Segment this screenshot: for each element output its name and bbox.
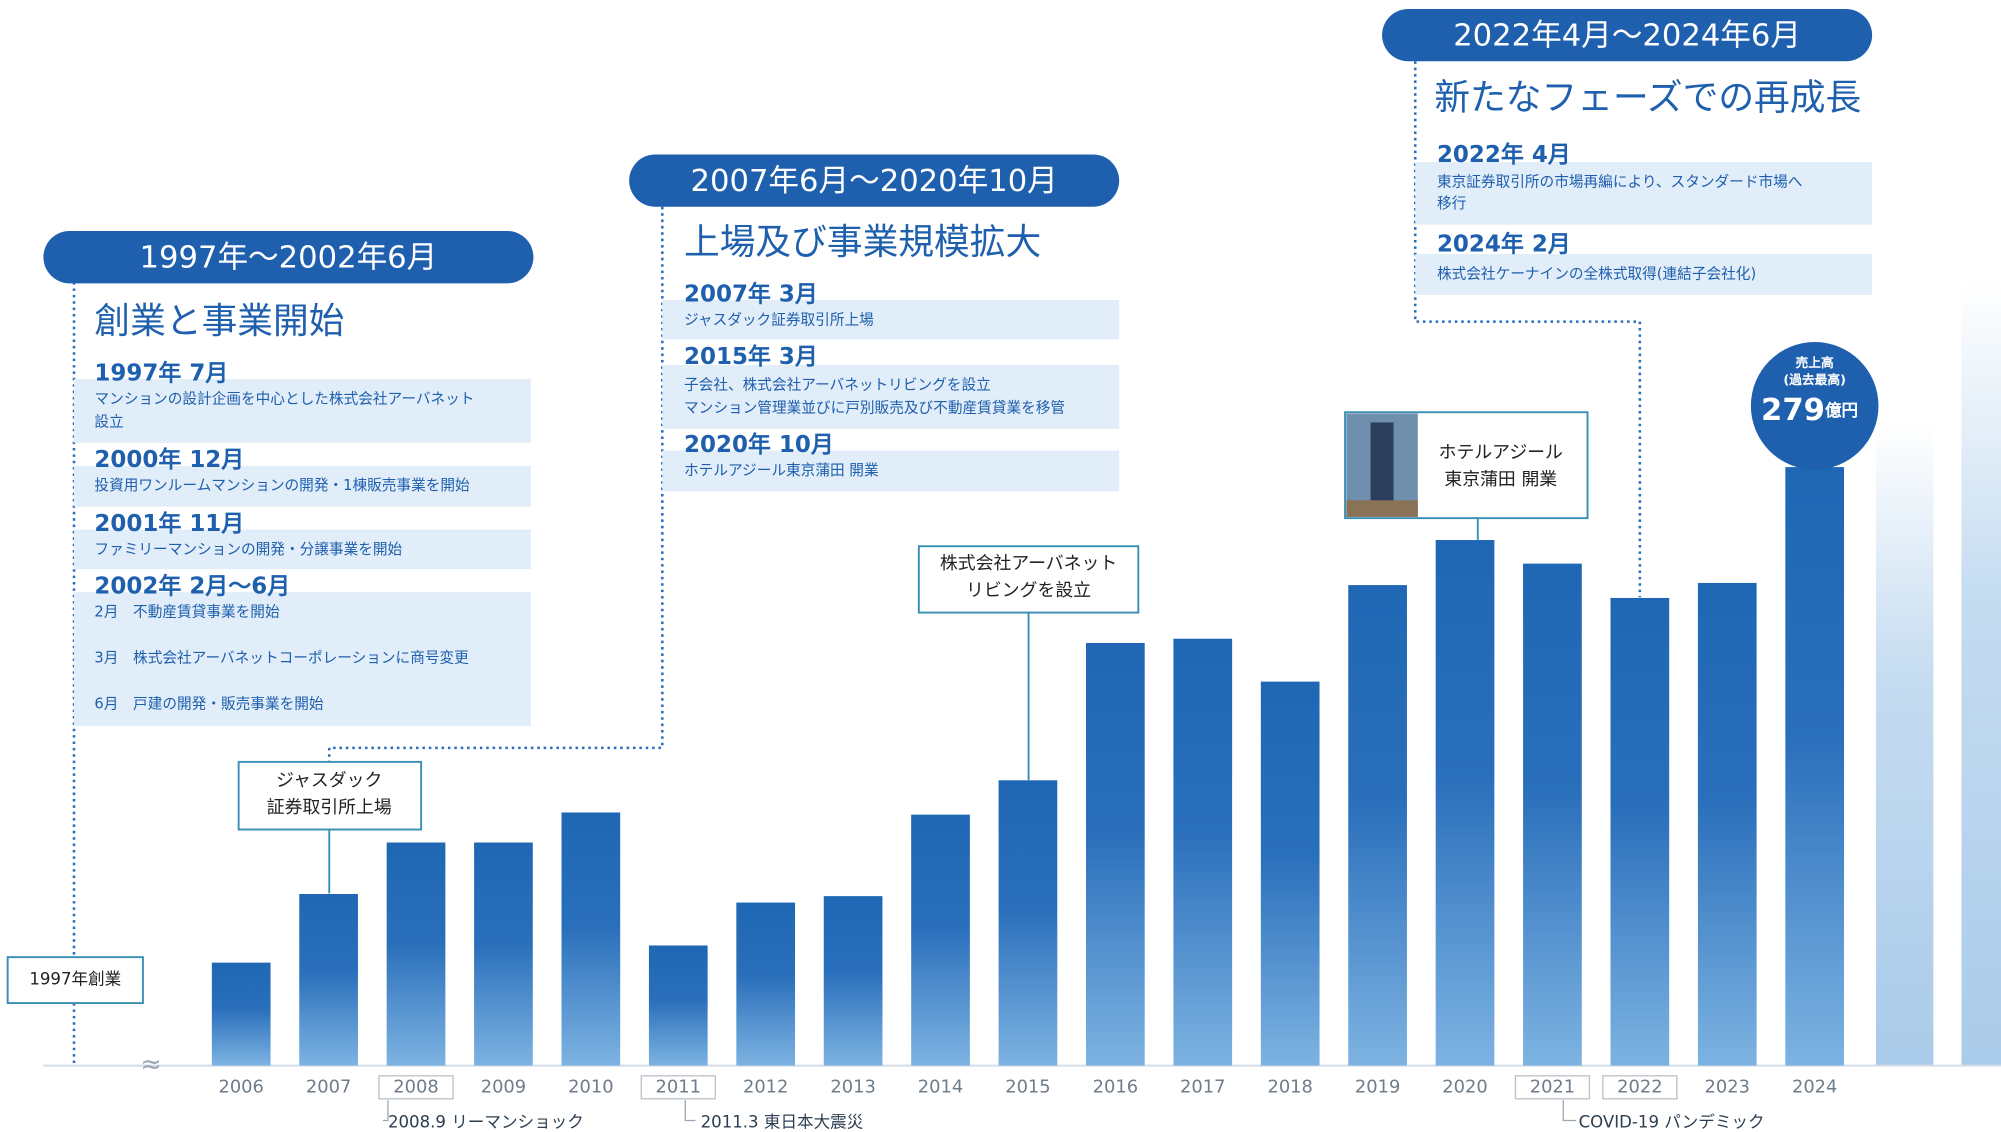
- x-tick-label: 2019: [1355, 1076, 1400, 1097]
- x-tick-label: 2016: [1093, 1076, 1138, 1097]
- bar: [911, 815, 970, 1066]
- bar: [1173, 639, 1232, 1066]
- event-text: ファミリーマンションの開発・分譲事業を開始: [94, 541, 402, 558]
- event-box: [662, 365, 1119, 429]
- x-tick-label: 2013: [830, 1076, 875, 1097]
- event-date: 2015年 3月: [684, 343, 818, 370]
- bar: [736, 903, 795, 1066]
- x-tick-label: 2018: [1267, 1076, 1312, 1097]
- x-tick-label: 2010: [568, 1076, 613, 1097]
- record-title: 売上高: [1796, 355, 1834, 371]
- phase-heading: 創業と事業開始: [94, 301, 344, 342]
- x-tick-label: 2020: [1442, 1076, 1487, 1097]
- bar: [299, 894, 358, 1066]
- decor-bar: [1876, 421, 1933, 1065]
- x-tick-label: 2023: [1705, 1076, 1750, 1097]
- callout-text: ホテルアジール: [1439, 442, 1563, 463]
- page: ≈ 2006 2007 2008 2009 2010 2011 2012 2013 2014 20…: [0, 0, 2001, 1132]
- bar: [1610, 598, 1669, 1066]
- event-box: [1415, 162, 1872, 225]
- x-tick-label: 2022: [1617, 1076, 1662, 1097]
- bar: [999, 780, 1058, 1065]
- bar: [1348, 585, 1407, 1066]
- x-tick-label: 2015: [1005, 1076, 1050, 1097]
- decor-bar: [1961, 281, 2001, 1066]
- x-tick-label: 2021: [1530, 1076, 1575, 1097]
- event-text: 2月 不動産賃貸事業を開始: [94, 604, 280, 621]
- phase-heading: 上場及び事業規模拡大: [684, 222, 1041, 263]
- event-text: 3月 株式会社アーバネットコーポレーションに商号変更: [94, 650, 469, 667]
- event-date: 2022年 4月: [1437, 141, 1571, 168]
- event-date: 2024年 2月: [1437, 231, 1571, 258]
- bar: [1261, 682, 1320, 1066]
- bar: [1785, 467, 1844, 1066]
- x-tick-label: 2014: [918, 1076, 963, 1097]
- callout-text: 東京蒲田 開業: [1444, 469, 1557, 490]
- event-text: 東京証券取引所の市場再編により、スタンダード市場へ: [1437, 174, 1803, 191]
- event-text: 子会社、株式会社アーバネットリビングを設立: [684, 376, 991, 393]
- callout-text: 証券取引所上場: [267, 797, 392, 818]
- period: 2022年4月〜2024年6月: [1453, 19, 1801, 54]
- event-date: 2002年 2月〜6月: [94, 573, 290, 600]
- period: 1997年〜2002年6月: [140, 241, 438, 276]
- bar: [649, 945, 708, 1065]
- x-tick-label: 2011: [656, 1076, 701, 1097]
- bar: [562, 812, 621, 1065]
- axis-break: ≈: [140, 1050, 161, 1080]
- event-date: 1997年 7月: [94, 359, 228, 386]
- event-date: 2020年 10月: [684, 431, 834, 458]
- bar: [1086, 643, 1145, 1066]
- event-date: 2000年 12月: [94, 446, 244, 473]
- callout-text: 1997年創業: [29, 970, 121, 989]
- callout-text: 株式会社アーバネット: [940, 553, 1117, 574]
- callout-text: リビングを設立: [966, 580, 1091, 601]
- record-note: (過去最高): [1783, 372, 1846, 388]
- bar: [387, 843, 446, 1066]
- bar: [474, 843, 533, 1066]
- event-date: 2007年 3月: [684, 280, 818, 307]
- x-tick-label: 2007: [306, 1076, 351, 1097]
- event-label: 2008.9 リーマンショック: [388, 1113, 584, 1132]
- bar: [1523, 564, 1582, 1066]
- event-text: 投資用ワンルームマンションの開発・1棟販売事業を開始: [94, 477, 470, 494]
- hotel-street: [1346, 500, 1417, 517]
- phase-heading: 新たなフェーズでの再成長: [1434, 78, 1861, 119]
- event-text: ホテルアジール東京蒲田 開業: [684, 462, 879, 479]
- x-tick-label: 2009: [481, 1076, 526, 1097]
- x-tick-label: 2017: [1180, 1076, 1225, 1097]
- event-text: 移行: [1437, 195, 1466, 212]
- value-number: 279: [1761, 392, 1825, 427]
- bar: [1436, 540, 1495, 1066]
- bar: [1698, 583, 1757, 1066]
- event-label: 2011.3 東日本大震災: [701, 1113, 864, 1132]
- event-text: 6月 戸建の開発・販売事業を開始: [94, 695, 324, 712]
- bar: [212, 963, 271, 1066]
- event-text: 設立: [94, 413, 123, 430]
- event-label: COVID-19 パンデミック: [1579, 1112, 1765, 1132]
- x-tick-label: 2024: [1792, 1076, 1837, 1097]
- event-box: [74, 379, 531, 443]
- chart: ≈ 2006 2007 2008 2009 2010 2011 2012 2013 2014 20…: [0, 0, 2001, 1132]
- event-text: マンションの設計企画を中心とした株式会社アーバネット: [94, 389, 474, 407]
- event-text: ジャスダック証券取引所上場: [684, 311, 874, 328]
- value-unit: 億円: [1825, 399, 1858, 419]
- period: 2007年6月〜2020年10月: [691, 164, 1058, 199]
- x-tick-label: 2008: [393, 1076, 438, 1097]
- x-tick-label: 2006: [218, 1076, 263, 1097]
- bar: [824, 896, 883, 1065]
- event-date: 2001年 11月: [94, 510, 244, 537]
- callout-text: ジャスダック: [276, 770, 382, 791]
- x-tick-label: 2012: [743, 1076, 788, 1097]
- event-text: マンション管理業並びに戸別販売及び不動産賃貸業を移管: [684, 399, 1065, 416]
- event-text: 株式会社ケーナインの全株式取得(連結子会社化): [1437, 264, 1756, 282]
